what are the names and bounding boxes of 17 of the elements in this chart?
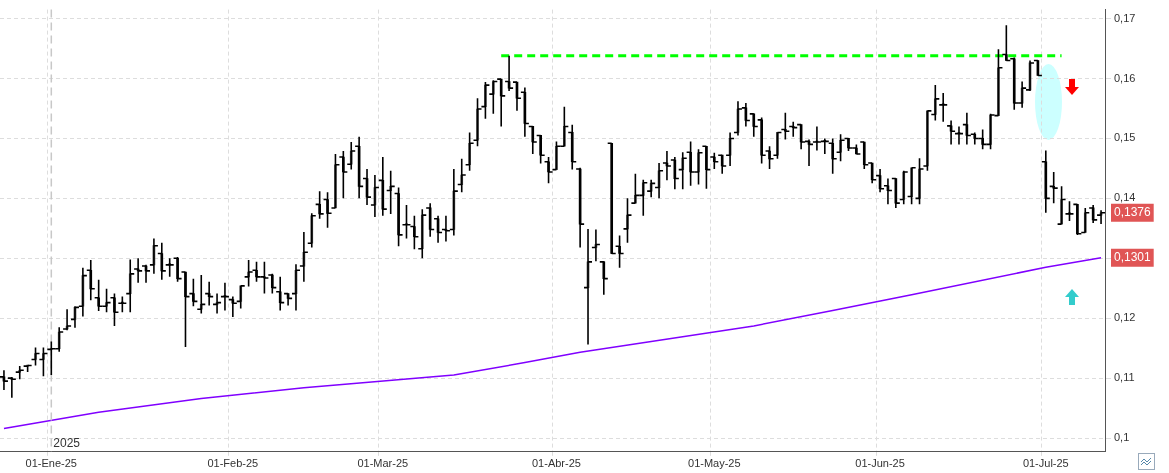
text: 0,1376	[1114, 205, 1152, 220]
x-tick-label: 01-May-25	[688, 457, 741, 470]
y-tick-label: 0,12	[1114, 311, 1136, 324]
y-tick-label: 0,11	[1114, 371, 1135, 384]
y-tick-label: 0,16	[1114, 71, 1136, 84]
x-tick-label: 01-Feb-25	[207, 457, 259, 470]
text: 0,1301	[1114, 249, 1152, 264]
x-tick-label: 01-Abr-25	[531, 457, 581, 470]
x-tick-label: 01-Jun-25	[855, 457, 905, 470]
y-tick-label: 0,1	[1114, 431, 1130, 444]
y-tick-label: 0,17	[1114, 11, 1136, 24]
x-tick-label: 01-Jul-25	[1022, 457, 1069, 470]
x-tick-label: 01-Ene-25	[25, 457, 77, 470]
x-tick-label: 01-Mar-25	[357, 457, 409, 470]
y-tick-label: 0,15	[1114, 131, 1136, 144]
ref-line-label: 2025	[53, 436, 81, 451]
y-tick-label: 0,14	[1114, 191, 1136, 204]
